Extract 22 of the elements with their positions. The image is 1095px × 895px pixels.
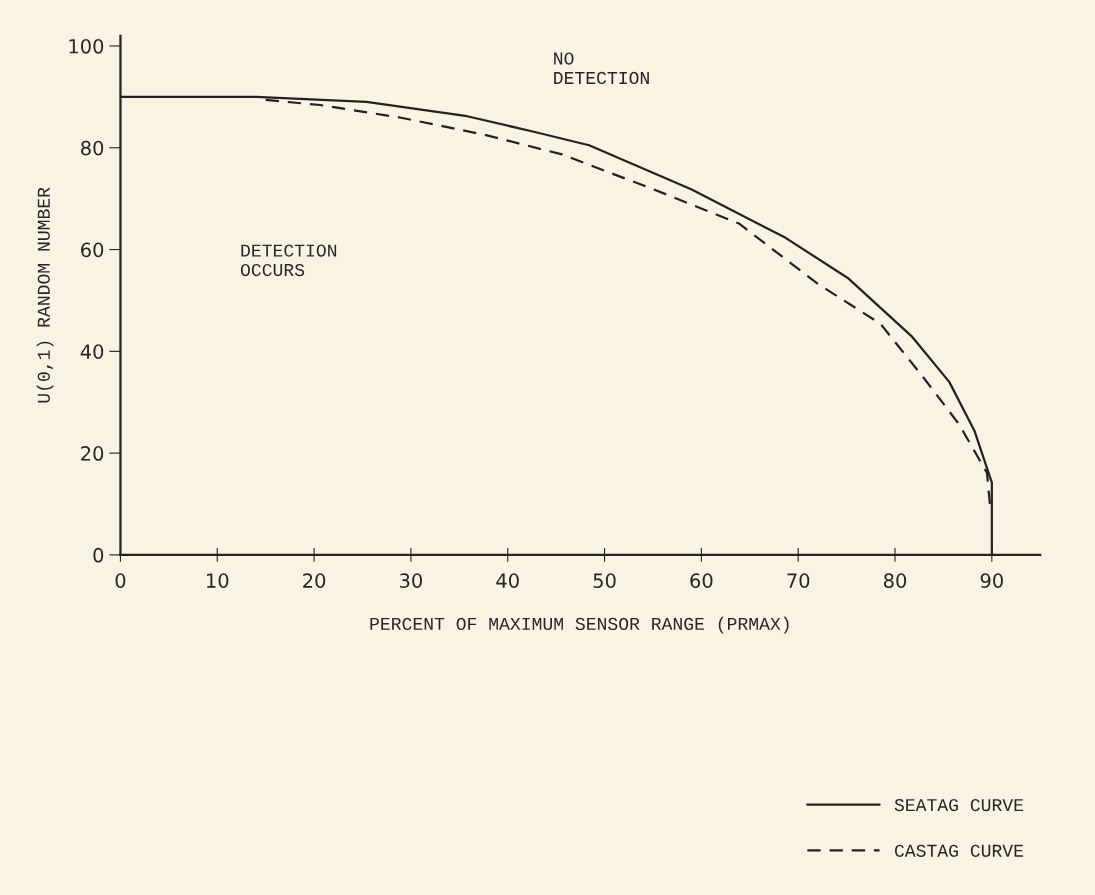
- legend-label: SEATAG CURVE: [894, 798, 1024, 812]
- y-axis-title: U(0,1) RANDOM NUMBER: [36, 187, 54, 403]
- x-axis-title: PERCENT OF MAXIMUM SENSOR RANGE (PRMAX): [370, 616, 789, 634]
- x-tick-label: 10: [207, 573, 229, 589]
- x-tick-label: 0: [115, 573, 126, 589]
- y-tick-label: 100: [69, 38, 104, 54]
- x-tick-label: 30: [400, 573, 422, 589]
- legend-label: CASTAG CURVE: [894, 844, 1024, 857]
- x-tick-label: 40: [496, 573, 519, 589]
- x-tick-label: 90: [980, 573, 1003, 589]
- y-tick-label: 40: [80, 344, 104, 359]
- x-tick-label: 50: [593, 573, 616, 589]
- x-tick-label: 80: [883, 573, 907, 589]
- annotation: DETECTION OCCURS: [240, 244, 337, 277]
- y-tick-label: 0: [93, 547, 104, 563]
- y-tick-label: 80: [81, 140, 104, 156]
- y-tick-label: 20: [81, 446, 104, 461]
- x-tick-label: 60: [690, 573, 713, 589]
- x-tick-label: 70: [787, 573, 810, 589]
- annotation: NO DETECTION: [554, 52, 649, 85]
- x-tick-label: 20: [303, 573, 326, 589]
- y-tick-label: 60: [81, 242, 104, 258]
